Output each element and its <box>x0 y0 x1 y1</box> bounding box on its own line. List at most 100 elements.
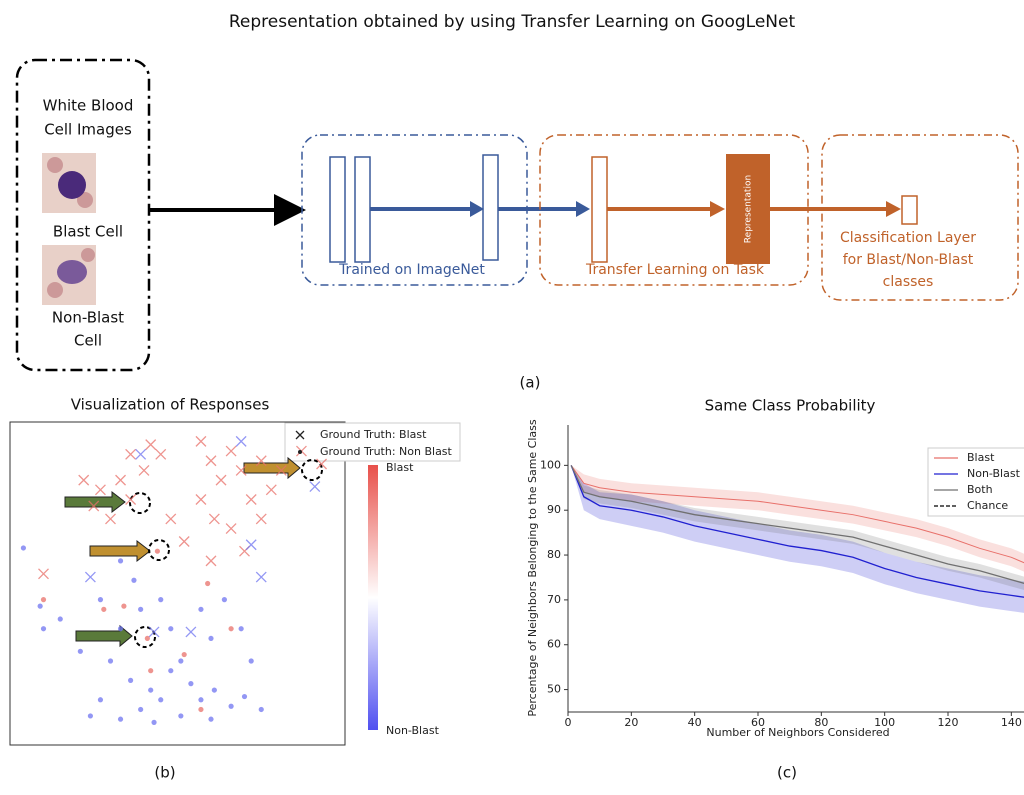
colorbar-label: Non-Blast <box>386 724 440 737</box>
point <box>208 513 220 525</box>
point <box>225 445 237 457</box>
legend-label: Ground Truth: Non Blast <box>320 445 453 458</box>
input-box <box>15 58 151 372</box>
point <box>40 597 47 603</box>
cell-image <box>58 171 86 199</box>
caption: (c) <box>777 764 797 782</box>
point <box>205 580 211 587</box>
point <box>258 706 264 713</box>
legend <box>284 422 461 462</box>
y-tick-label: 80 <box>547 548 561 561</box>
caption: (a) <box>520 374 541 392</box>
arrow <box>710 201 725 217</box>
nonblast-label: Cell <box>74 332 102 350</box>
annotation-circle <box>148 539 170 561</box>
caption: (b) <box>154 764 175 782</box>
legend <box>927 447 1024 517</box>
x-tick-label: 120 <box>938 716 959 729</box>
figure-title: Representation obtained by using Transfe… <box>229 12 796 32</box>
transfer-box <box>539 134 809 286</box>
point <box>168 626 174 632</box>
point <box>101 606 107 612</box>
legend-label: Both <box>967 483 993 496</box>
arrow <box>576 201 590 217</box>
y-tick-label: 100 <box>540 458 561 471</box>
confidence-band <box>571 465 1024 572</box>
point <box>178 658 184 664</box>
point <box>38 568 49 580</box>
layer <box>329 156 346 263</box>
cell-image <box>47 282 63 298</box>
y-tick-label: 60 <box>547 638 561 651</box>
point <box>195 435 207 447</box>
x-tick-label: 0 <box>565 716 572 729</box>
point <box>148 626 160 638</box>
point <box>84 571 96 583</box>
confidence-band <box>571 465 1024 591</box>
input-label: Cell Images <box>44 121 132 139</box>
point <box>97 697 104 703</box>
point <box>145 439 157 451</box>
x-tick-label: 80 <box>814 716 828 729</box>
point <box>228 703 234 709</box>
cell-image <box>77 192 93 208</box>
point <box>215 474 227 486</box>
representation-layer <box>726 154 770 264</box>
point <box>125 448 137 460</box>
y-tick-label: 70 <box>547 593 561 606</box>
point <box>87 713 93 719</box>
point <box>208 635 214 642</box>
annotation-circle <box>301 459 323 481</box>
point <box>208 716 214 722</box>
cell-image <box>57 260 87 284</box>
point <box>138 606 144 612</box>
point <box>97 597 104 603</box>
point <box>155 448 167 460</box>
point <box>128 677 134 684</box>
point <box>165 513 177 525</box>
imagenet-label: Trained on ImageNet <box>338 262 485 278</box>
representation-label: Representation <box>744 175 754 243</box>
point <box>265 484 277 496</box>
point <box>238 626 244 632</box>
layer <box>901 195 918 225</box>
series-line <box>570 465 1024 598</box>
colorbar-label: Blast <box>386 461 414 474</box>
point <box>235 464 247 476</box>
point <box>107 658 114 664</box>
x-tick-label: 60 <box>751 716 765 729</box>
point <box>225 523 237 535</box>
point <box>245 539 257 551</box>
blast-label: Blast Cell <box>53 223 123 241</box>
point <box>316 458 328 470</box>
point <box>235 435 247 447</box>
point <box>188 681 194 687</box>
point <box>78 474 90 486</box>
point <box>94 484 106 496</box>
annotation-circle <box>129 492 151 514</box>
x-tick-label: 100 <box>874 716 895 729</box>
point <box>37 603 43 609</box>
point <box>88 500 100 512</box>
point <box>138 706 144 713</box>
point <box>20 545 26 551</box>
series-line <box>570 465 1024 584</box>
point <box>228 626 234 632</box>
point <box>248 658 254 664</box>
cell-image <box>47 157 63 173</box>
annotation-arrow <box>75 624 133 648</box>
annotation-circle <box>134 626 156 648</box>
point <box>131 577 137 583</box>
y-axis-label: Percentage of Neighbors Belonging to the… <box>526 419 539 717</box>
point <box>77 648 83 654</box>
point <box>105 513 116 525</box>
x-tick-label: 40 <box>688 716 702 729</box>
colorbar <box>368 465 378 730</box>
point <box>117 626 124 632</box>
legend-marker <box>295 430 305 440</box>
point <box>185 626 197 638</box>
annotation-arrow <box>89 539 151 563</box>
point <box>121 603 127 609</box>
